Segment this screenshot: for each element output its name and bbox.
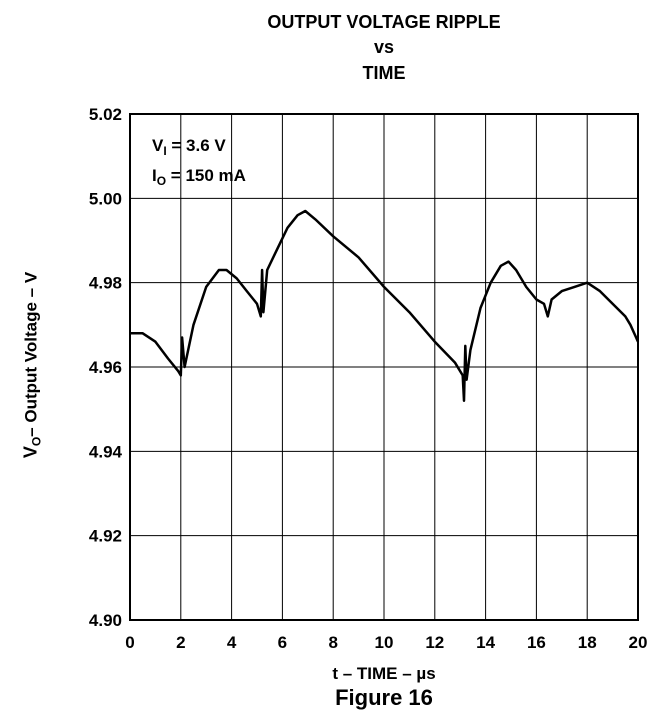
x-tick-label: 12 xyxy=(425,633,444,652)
y-tick-label: 5.00 xyxy=(89,189,122,208)
y-tick-label: 4.90 xyxy=(89,611,122,630)
figure-label: Figure 16 xyxy=(335,685,433,710)
y-tick-label: 5.02 xyxy=(89,105,122,124)
annotation-output-current-symbol: I xyxy=(152,166,157,185)
chart-title-time: TIME xyxy=(362,63,406,83)
x-tick-label: 2 xyxy=(176,633,185,652)
x-tick-label: 10 xyxy=(375,633,394,652)
y-tick-label: 4.96 xyxy=(89,358,122,377)
x-tick-label: 0 xyxy=(125,633,134,652)
chart-title-vs: vs xyxy=(373,37,395,57)
chart-title: OUTPUT VOLTAGE RIPPLE xyxy=(267,12,501,32)
annotation-output-current-value: = 150 mA xyxy=(166,166,246,185)
x-tick-label: 18 xyxy=(578,633,597,652)
y-tick-label: 4.92 xyxy=(89,527,122,546)
annotation-output-current-subscript: O xyxy=(156,174,167,188)
ripple-series-line xyxy=(130,209,640,402)
annotation-input-voltage-value: = 3.6 V xyxy=(166,136,226,155)
annotation-input-voltage-subscript: I xyxy=(163,144,167,158)
annotation-input-voltage: VI = 3.6 V xyxy=(152,136,226,158)
plot-frame xyxy=(129,113,639,621)
x-tick-label: 20 xyxy=(629,633,648,652)
annotation-input-voltage-symbol: V xyxy=(152,136,164,155)
x-axis-label: t – TIME – µs xyxy=(332,664,436,683)
y-tick-label: 4.98 xyxy=(89,274,122,293)
x-tick-label: 4 xyxy=(227,633,237,652)
x-tick-label: 6 xyxy=(278,633,287,652)
x-tick-label: 16 xyxy=(527,633,546,652)
x-tick-label: 8 xyxy=(328,633,337,652)
annotation-output-current: IO = 150 mA xyxy=(152,166,246,188)
y-tick-label: 4.94 xyxy=(89,442,123,461)
x-tick-label: 14 xyxy=(476,633,495,652)
